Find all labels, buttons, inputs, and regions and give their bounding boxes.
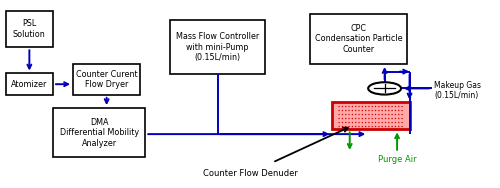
Text: Atomizer: Atomizer [11, 80, 48, 89]
Text: Counter Flow Denuder: Counter Flow Denuder [202, 169, 298, 178]
Text: Mass Flow Controller
with mini-Pump
(0.15L/min): Mass Flow Controller with mini-Pump (0.1… [176, 33, 259, 62]
FancyBboxPatch shape [310, 14, 407, 64]
Text: CPC
Condensation Particle
Counter: CPC Condensation Particle Counter [314, 24, 402, 54]
Text: Counter Curent
Flow Dryer: Counter Curent Flow Dryer [76, 70, 138, 89]
FancyBboxPatch shape [53, 108, 146, 157]
Text: PSL
Solution: PSL Solution [13, 19, 46, 39]
FancyBboxPatch shape [332, 102, 409, 130]
FancyBboxPatch shape [73, 64, 140, 95]
FancyBboxPatch shape [170, 20, 265, 74]
Text: Makeup Gas
(0.15L/min): Makeup Gas (0.15L/min) [434, 81, 482, 100]
FancyBboxPatch shape [6, 74, 53, 95]
Text: DMA
Differential Mobility
Analyzer: DMA Differential Mobility Analyzer [60, 118, 138, 148]
FancyBboxPatch shape [6, 11, 53, 47]
Circle shape [368, 82, 401, 95]
Text: Purge Air: Purge Air [378, 155, 416, 164]
